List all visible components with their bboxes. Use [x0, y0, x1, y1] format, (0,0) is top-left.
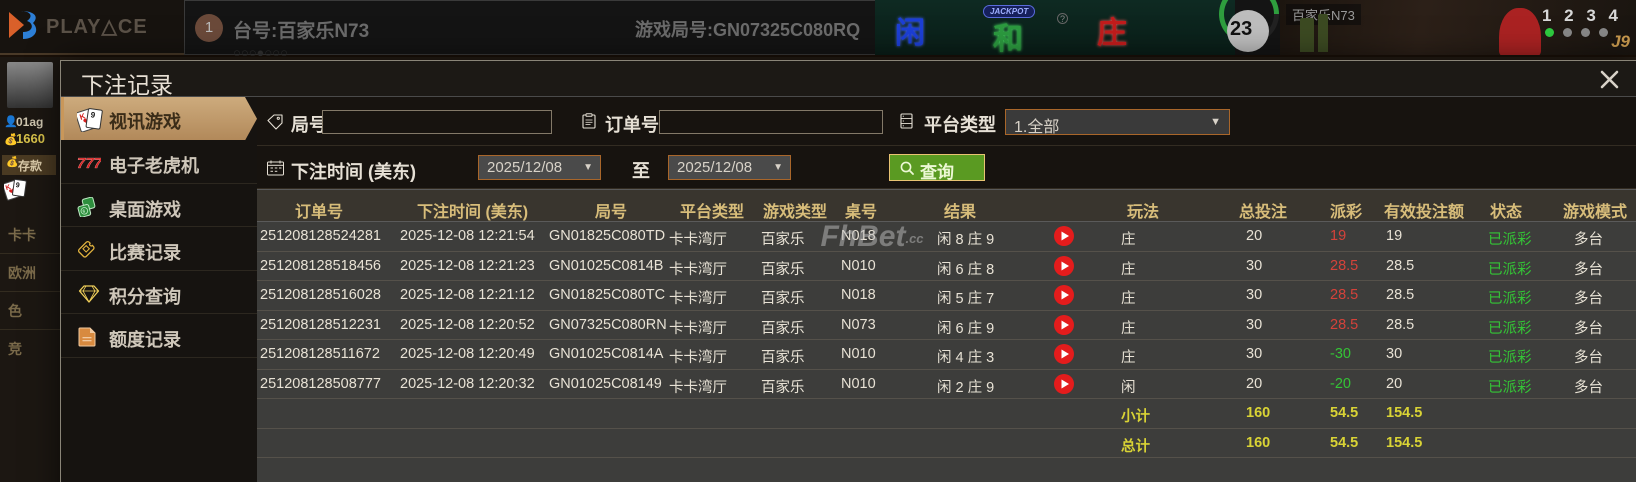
svg-text:777: 777: [77, 155, 101, 172]
